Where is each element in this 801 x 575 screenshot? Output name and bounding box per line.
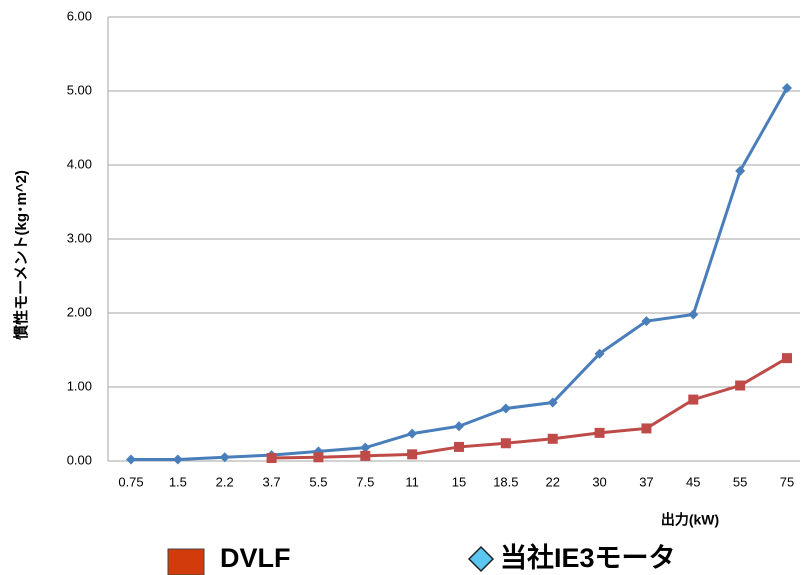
y-tick-label: 6.00 (67, 8, 92, 23)
series-line (271, 356, 788, 460)
y-axis-label: 慣性モーメント(kg･m^2) (12, 170, 30, 340)
legend-swatch (467, 545, 495, 573)
point (454, 421, 464, 432)
point (266, 453, 277, 464)
point (641, 423, 652, 434)
y-tick-label: 5.00 (67, 82, 92, 97)
point (782, 353, 792, 364)
x-tick-label: 37 (639, 474, 653, 489)
x-tick-label: 5.5 (309, 474, 327, 489)
x-tick-label: 7.5 (356, 474, 374, 489)
x-tick-label: 18.5 (493, 474, 518, 489)
y-tick-label: 2.00 (67, 304, 92, 319)
point (688, 394, 699, 405)
point (360, 442, 371, 453)
y-tick-label: 3.00 (67, 230, 92, 245)
x-tick-label: 22 (545, 474, 559, 489)
point (594, 427, 605, 438)
x-tick-label: 75 (780, 474, 794, 489)
point (407, 449, 418, 460)
x-tick-label: 1.5 (169, 474, 187, 489)
point (594, 348, 605, 359)
x-tick-label: 3.7 (263, 474, 281, 489)
legend-swatch (167, 548, 205, 575)
point (500, 403, 511, 414)
point (313, 452, 324, 463)
y-tick-label: 0.00 (67, 452, 92, 467)
point (688, 309, 699, 320)
x-axis-label: 出力(kW) (661, 512, 719, 528)
point (500, 438, 511, 449)
y-tick-label: 1.00 (67, 378, 92, 393)
point (641, 316, 652, 327)
x-tick-label: 45 (686, 474, 700, 489)
x-tick-label: 55 (733, 474, 747, 489)
point (172, 454, 183, 465)
legend-label: DVLF (220, 543, 291, 573)
x-tick-label: 30 (592, 474, 606, 489)
point (407, 428, 418, 439)
point (735, 165, 746, 176)
x-tick-label: 2.2 (216, 474, 234, 489)
point (547, 397, 558, 408)
legend-label: 当社IE3モータ (500, 542, 676, 573)
x-tick-label: 0.75 (118, 474, 143, 489)
point (782, 83, 792, 94)
point (735, 380, 746, 391)
point (454, 441, 464, 452)
x-tick-label: 11 (405, 474, 419, 489)
y-tick-label: 4.00 (67, 156, 92, 171)
point (126, 454, 136, 465)
point (547, 433, 558, 444)
x-tick-label: 15 (452, 474, 466, 489)
point (219, 452, 230, 463)
point (360, 450, 371, 461)
